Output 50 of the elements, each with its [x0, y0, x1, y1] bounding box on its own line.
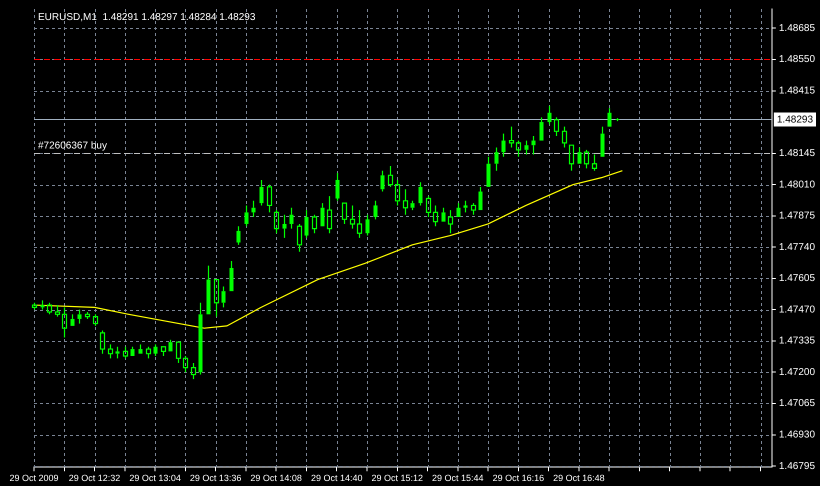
- y-tick-label: 1.47335: [778, 336, 816, 347]
- x-tick-label: 29 Oct 15:44: [432, 473, 484, 484]
- candlestick: [524, 140, 528, 156]
- chart-title: EURUSD,M1 1.48291 1.48297 1.48284 1.48293: [38, 12, 256, 23]
- candlestick: [290, 207, 294, 230]
- y-tick-label: 1.48685: [778, 22, 816, 34]
- candlestick: [260, 179, 264, 206]
- candlestick: [494, 146, 498, 172]
- candlestick: [130, 346, 134, 356]
- y-tick-label: 1.46795: [778, 460, 816, 472]
- candlestick: [282, 214, 286, 238]
- candlestick: [380, 170, 384, 192]
- y-tick-label: 1.46930: [778, 430, 816, 441]
- x-tick-label: 29 Oct 16:16: [492, 473, 544, 484]
- candlestick: [336, 172, 340, 202]
- y-tick-label: 1.47605: [778, 273, 816, 284]
- ref-line-label: 1.48293: [776, 114, 814, 126]
- candlestick: [244, 204, 248, 227]
- y-tick-label: 1.47875: [778, 210, 816, 222]
- y-tick-label: 1.47470: [778, 304, 816, 316]
- candlestick: [206, 265, 210, 314]
- y-tick-label: 1.47200: [778, 366, 816, 378]
- y-tick-label: 1.47065: [778, 398, 816, 410]
- candlestick: [198, 302, 202, 376]
- candlestick: [78, 309, 82, 324]
- x-tick-label: 29 Oct 14:40: [310, 473, 362, 484]
- y-tick-label: 1.48415: [778, 86, 816, 97]
- candlestick: [548, 105, 552, 125]
- candlestick: [456, 202, 460, 218]
- x-tick-label: 29 Oct 15:12: [371, 473, 424, 484]
- ref-line-label: #72606367 buy: [38, 140, 107, 152]
- candlestick: [502, 133, 506, 158]
- candlestick: [532, 135, 536, 156]
- y-tick-label: 1.48550: [778, 54, 816, 66]
- x-tick-label: 29 Oct 14:08: [250, 473, 302, 484]
- x-tick-label: 29 Oct 16:48: [553, 473, 605, 484]
- candlestick: [464, 200, 468, 213]
- candlestick: [320, 202, 324, 226]
- x-tick-label: 29 Oct 12:32: [68, 473, 120, 484]
- candlestick: [366, 214, 370, 236]
- candlestick: [222, 286, 226, 308]
- y-tick-label: 1.47740: [778, 242, 816, 253]
- x-tick-label: 29 Oct 13:36: [190, 473, 242, 484]
- x-tick-label: 29 Oct 13:04: [129, 473, 181, 484]
- y-tick-label: 1.48145: [778, 148, 816, 160]
- candlestick: [252, 200, 256, 218]
- y-tick-label: 1.48010: [778, 179, 816, 190]
- x-tick-label: 29 Oct 2009: [9, 473, 59, 484]
- candlestick: [304, 209, 308, 238]
- candlestick: [608, 108, 612, 127]
